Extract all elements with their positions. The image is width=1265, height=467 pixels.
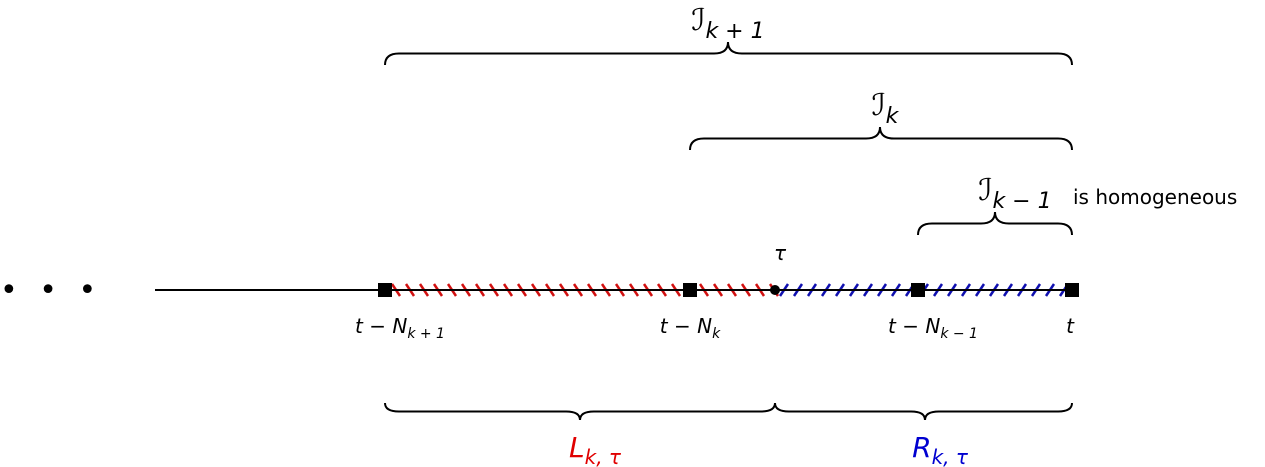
point-marker <box>683 283 697 297</box>
point-label: t − Nk + 1 <box>355 314 445 342</box>
point-label: t − Nk <box>660 314 721 342</box>
point-label: t <box>1066 314 1075 338</box>
brace <box>384 402 776 421</box>
point-marker <box>1065 283 1079 297</box>
brace <box>917 211 1073 236</box>
ellipsis: • • • <box>0 273 102 308</box>
brace <box>384 41 1073 66</box>
tau-marker <box>770 285 780 295</box>
braces <box>384 41 1073 421</box>
interval-note: is homogeneous <box>1073 185 1237 209</box>
tau-label: τ <box>774 241 787 265</box>
brace <box>689 126 1073 151</box>
segment-label: Rk, τ <box>912 431 969 467</box>
brace <box>774 402 1073 421</box>
point-marker <box>378 283 392 297</box>
interval-label: ℐk − 1 <box>978 173 1051 214</box>
point-marker <box>911 283 925 297</box>
point-label: t − Nk − 1 <box>888 314 978 342</box>
segment-label: Lk, τ <box>569 431 622 467</box>
interval-label: ℐk + 1 <box>691 3 764 44</box>
interval-label: ℐk <box>872 88 900 129</box>
